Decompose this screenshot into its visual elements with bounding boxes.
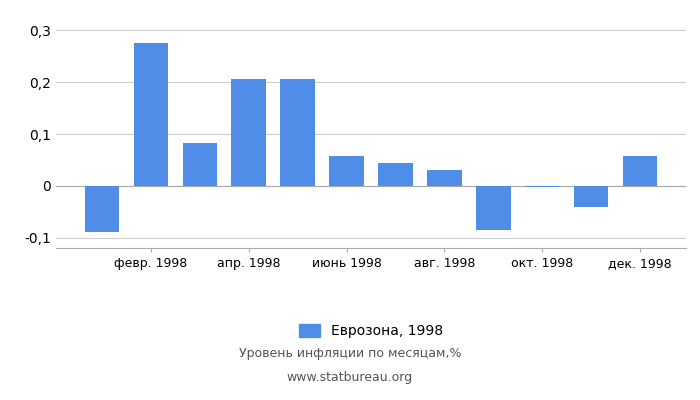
Bar	[183, 143, 217, 186]
Bar	[232, 78, 266, 186]
Bar	[623, 156, 657, 186]
Bar	[134, 43, 168, 186]
Bar	[525, 186, 559, 187]
Text: Уровень инфляции по месяцам,%: Уровень инфляции по месяцам,%	[239, 348, 461, 360]
Bar	[85, 186, 119, 232]
Bar	[281, 78, 315, 186]
Text: www.statbureau.org: www.statbureau.org	[287, 372, 413, 384]
Legend: Еврозона, 1998: Еврозона, 1998	[293, 319, 449, 344]
Bar	[476, 186, 510, 230]
Bar	[427, 170, 461, 186]
Bar	[378, 162, 412, 186]
Bar	[574, 186, 608, 206]
Bar	[330, 156, 364, 186]
